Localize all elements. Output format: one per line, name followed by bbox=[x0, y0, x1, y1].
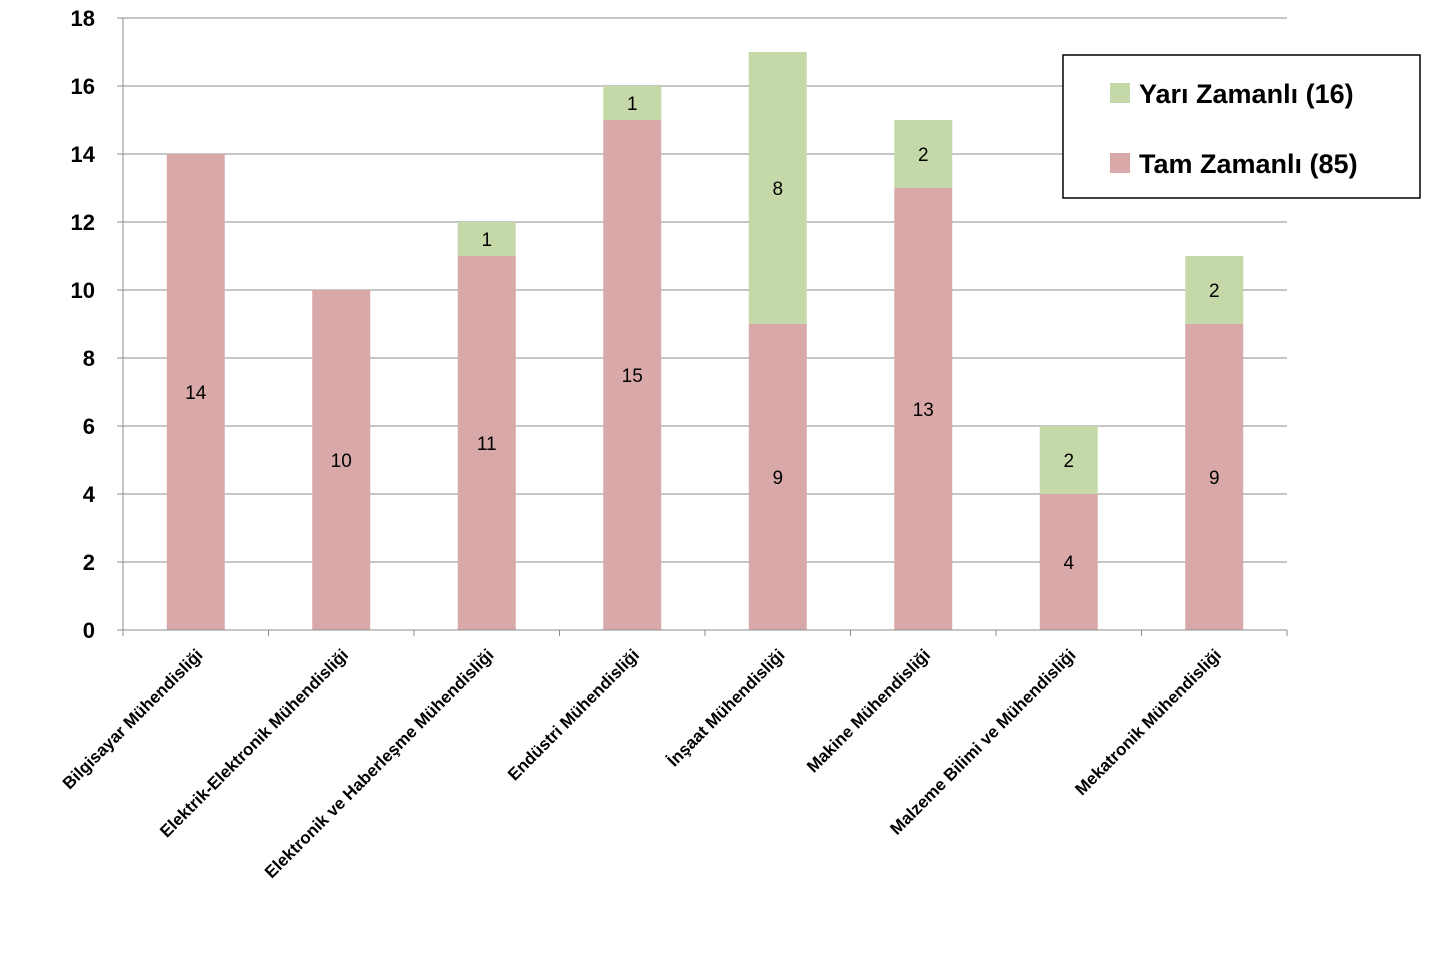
x-tick-label: Mekatronik Mühendisliği bbox=[1071, 645, 1225, 799]
y-tick-label: 16 bbox=[71, 74, 95, 99]
data-label: 13 bbox=[913, 400, 934, 421]
data-label: 4 bbox=[1063, 553, 1074, 574]
legend: Yarı Zamanlı (16) Tam Zamanlı (85) bbox=[1062, 54, 1421, 199]
y-tick-label: 2 bbox=[83, 550, 95, 575]
legend-swatch bbox=[1110, 83, 1130, 103]
bar-segment bbox=[894, 188, 953, 630]
data-label: 9 bbox=[772, 468, 783, 489]
bar-segment bbox=[457, 256, 516, 630]
bar-segment bbox=[1039, 494, 1098, 630]
bar-segment bbox=[1185, 324, 1244, 630]
legend-label: Tam Zamanlı (85) bbox=[1139, 149, 1358, 179]
bar-segment bbox=[457, 222, 516, 256]
bar-segment bbox=[1039, 426, 1098, 494]
x-tick-label: İnşaat Mühendisliği bbox=[664, 645, 789, 770]
y-tick-label: 10 bbox=[71, 278, 95, 303]
data-label: 2 bbox=[918, 145, 929, 166]
bar-segment bbox=[166, 154, 225, 630]
legend-box bbox=[1062, 54, 1421, 199]
x-axis-ticks: Bilgisayar MühendisliğiElektrik-Elektron… bbox=[59, 645, 1225, 882]
y-tick-label: 14 bbox=[71, 142, 96, 167]
data-label: 10 bbox=[331, 451, 352, 472]
axes bbox=[117, 17, 1288, 636]
bars bbox=[166, 52, 1244, 630]
x-tick-label: Bilgisayar Mühendisliği bbox=[59, 645, 207, 793]
data-label: 2 bbox=[1063, 451, 1074, 472]
bar-segment bbox=[312, 290, 371, 630]
bar-segment bbox=[748, 324, 807, 630]
y-tick-label: 18 bbox=[71, 6, 95, 31]
data-label: 9 bbox=[1209, 468, 1220, 489]
bar-segment bbox=[1185, 256, 1244, 324]
bar-segment bbox=[894, 120, 953, 188]
data-label: 1 bbox=[627, 94, 638, 115]
data-label: 14 bbox=[185, 383, 207, 404]
y-tick-label: 6 bbox=[83, 414, 95, 439]
x-tick-label: Endüstri Mühendisliği bbox=[504, 645, 643, 784]
data-label: 1 bbox=[481, 230, 492, 251]
legend-label: Yarı Zamanlı (16) bbox=[1139, 79, 1354, 109]
x-tick-label: Makine Mühendisliği bbox=[803, 645, 934, 776]
y-tick-label: 0 bbox=[83, 618, 95, 643]
data-label: 8 bbox=[772, 179, 783, 200]
data-label: 11 bbox=[477, 434, 497, 455]
y-axis-ticks: 0 2 4 6 8 10 12 14 16 18 bbox=[71, 6, 96, 643]
bar-segment bbox=[603, 86, 662, 120]
y-tick-label: 12 bbox=[71, 210, 95, 235]
legend-swatch bbox=[1110, 153, 1130, 173]
y-tick-label: 8 bbox=[83, 346, 95, 371]
y-tick-label: 4 bbox=[83, 482, 96, 507]
bar-segment bbox=[748, 52, 807, 324]
bar-segment bbox=[603, 120, 662, 630]
data-label: 2 bbox=[1209, 281, 1220, 302]
x-tick-label: Elektronik ve Haberleşme Mühendisliği bbox=[261, 645, 498, 882]
data-label: 15 bbox=[622, 366, 643, 387]
